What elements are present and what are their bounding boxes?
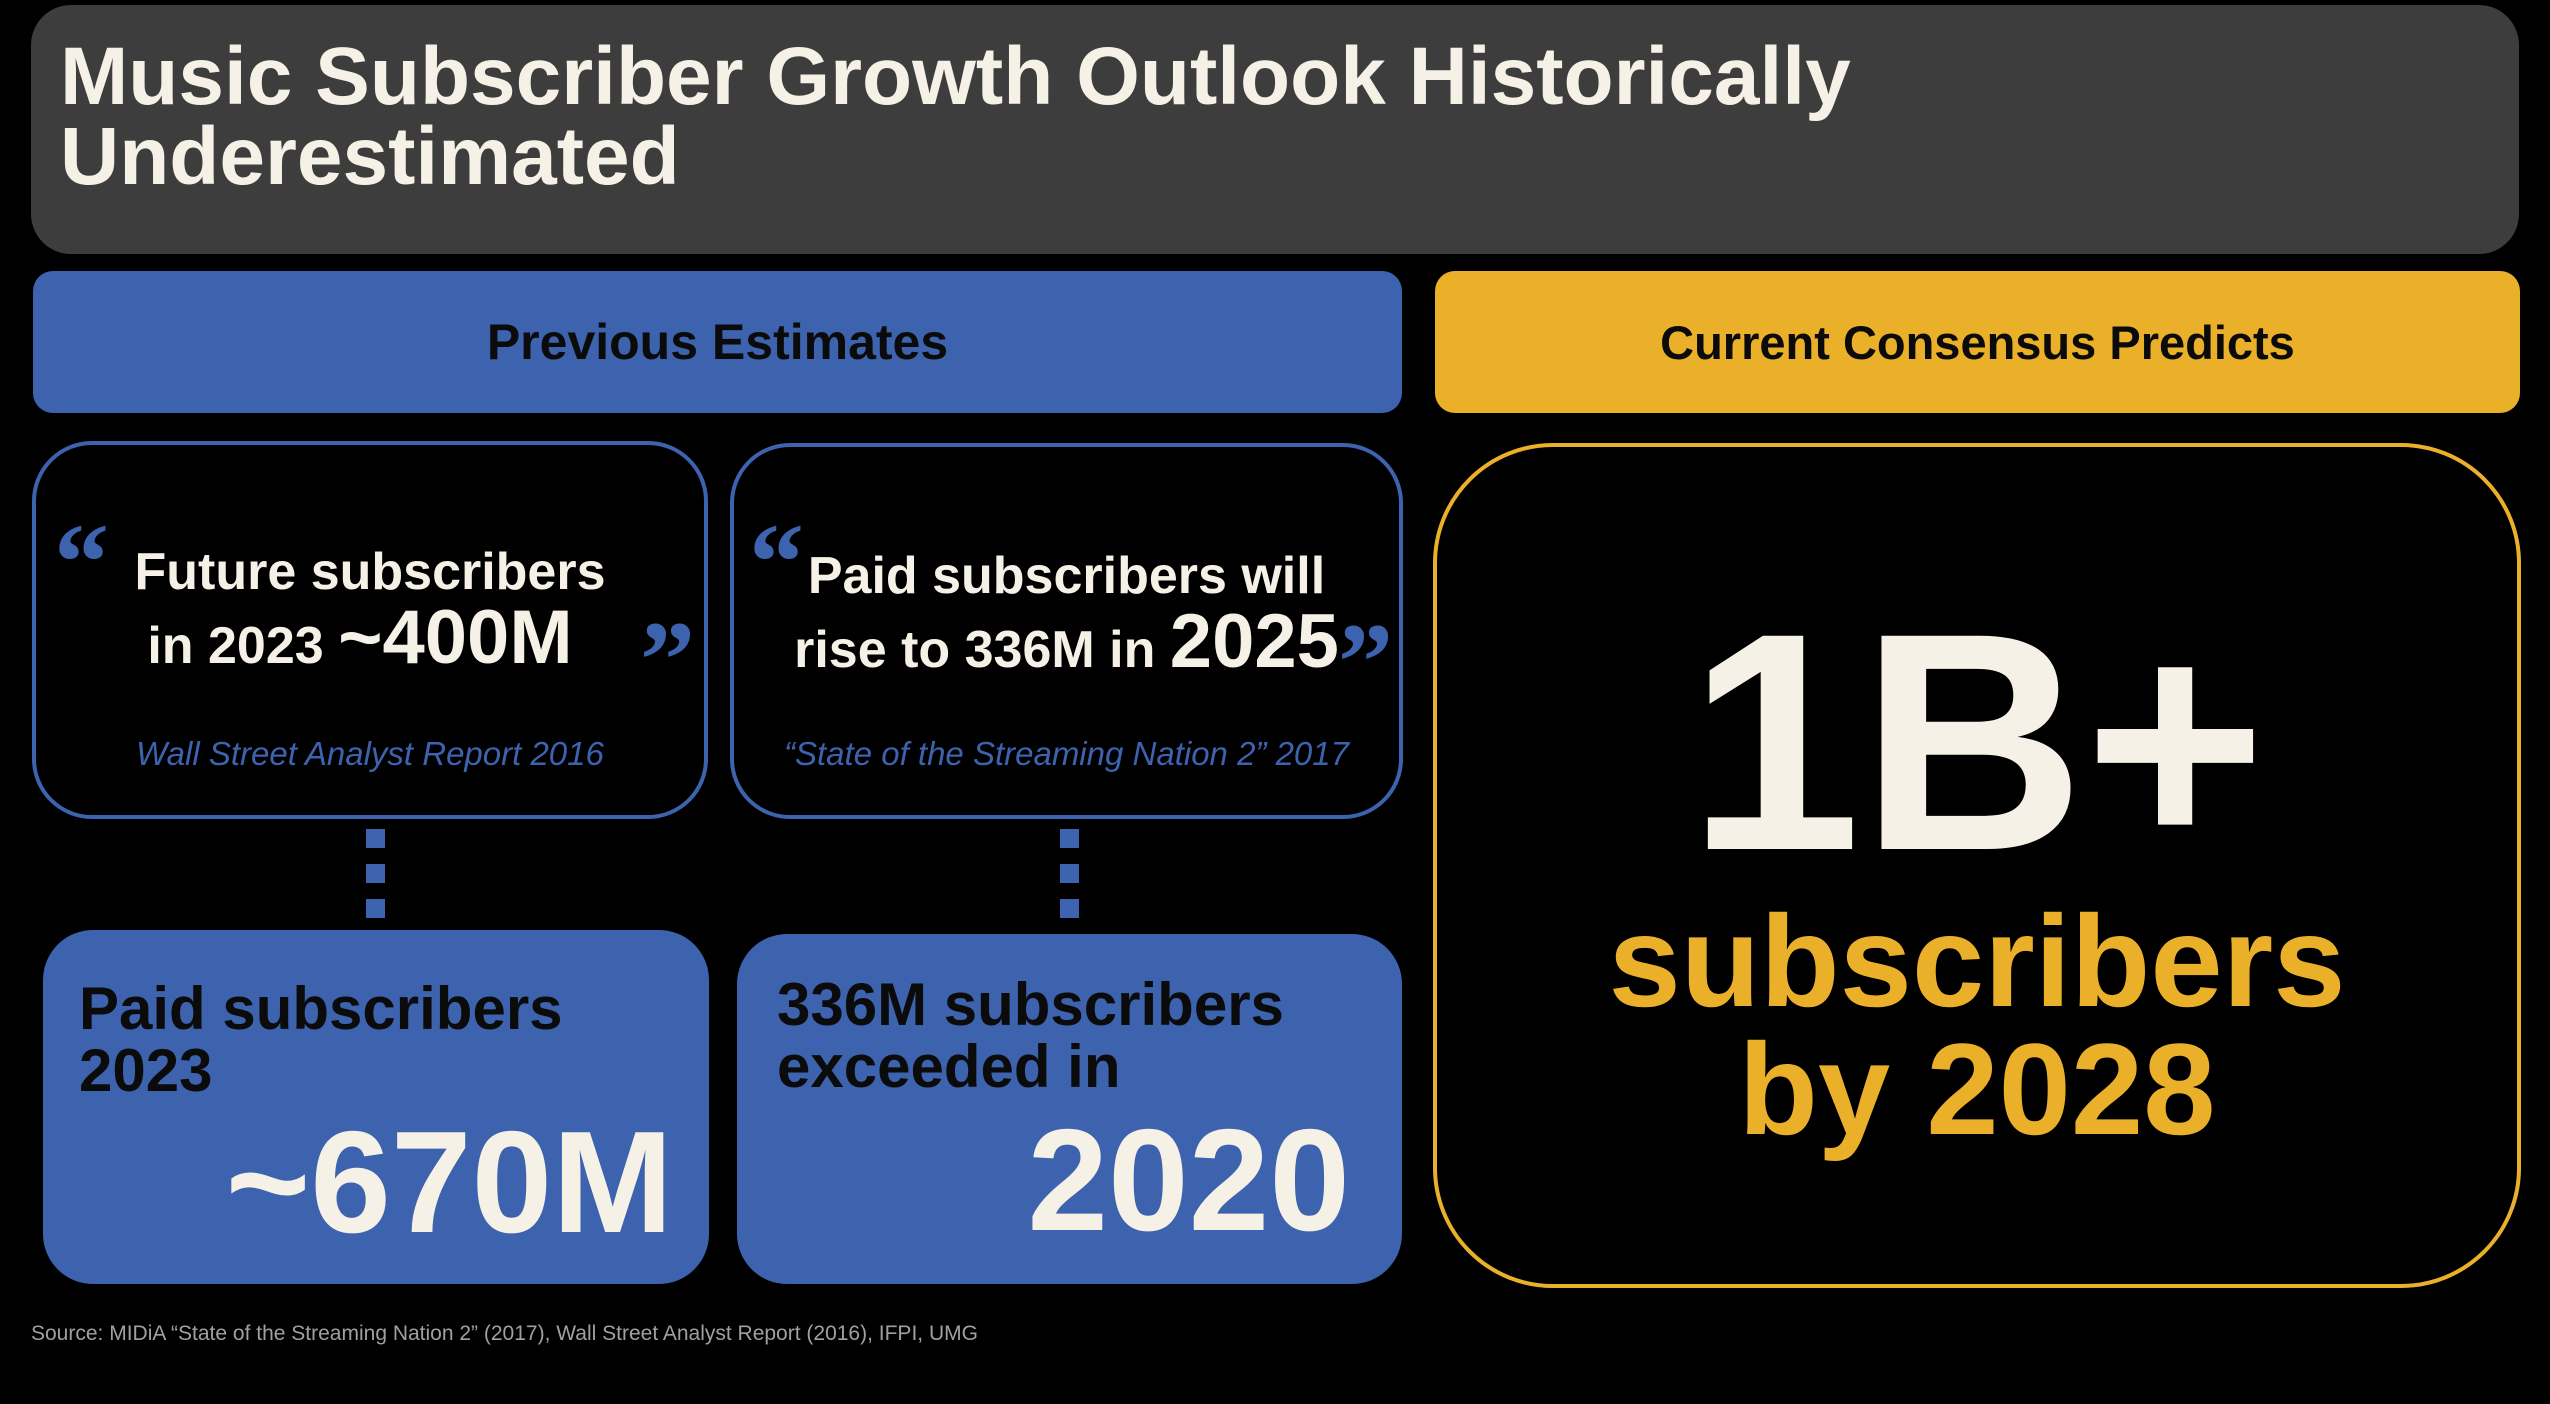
consensus-line-1: subscribers — [1608, 888, 2346, 1034]
result-label: 336M subscribers exceeded in — [777, 974, 1284, 1098]
consensus-box: 1B+ subscribers by 2028 — [1433, 443, 2521, 1288]
quote-box-2016: “ ” Future subscribers in 2023 ~400M Wal… — [32, 441, 708, 819]
open-quote-icon: “ — [54, 501, 109, 623]
quote-line-2: in 2023 ~400M — [16, 600, 704, 679]
consensus-line-2: by 2028 — [1738, 1016, 2216, 1162]
title-line-1: Music Subscriber Growth Outlook Historic… — [60, 31, 1851, 122]
quote-line-2-prefix: rise to 336M in — [794, 621, 1170, 679]
open-quote-icon: “ — [749, 501, 804, 623]
quote-box-2017: “ ” Paid subscribers will rise to 336M i… — [730, 443, 1403, 819]
connector-dot — [366, 899, 385, 918]
close-quote-icon: ” — [640, 599, 695, 721]
connector-dot — [1060, 899, 1079, 918]
close-quote-icon: ” — [1338, 601, 1393, 723]
quote-text: Paid subscribers will rise to 336M in 20… — [734, 543, 1399, 683]
result-label-line-2: exceeded in — [777, 1033, 1121, 1100]
connector-dot — [366, 829, 385, 848]
result-label-line-1: Paid subscribers — [79, 975, 563, 1042]
result-value: 2020 — [1027, 1099, 1350, 1261]
quote-line-1: Future subscribers — [134, 543, 606, 601]
result-label: Paid subscribers 2023 — [79, 978, 563, 1102]
result-box-2020: 336M subscribers exceeded in 2020 — [737, 934, 1402, 1284]
connector-dot — [1060, 829, 1079, 848]
quote-source: Wall Street Analyst Report 2016 — [136, 735, 604, 772]
quote-line-1: Paid subscribers will — [807, 547, 1326, 605]
result-value: ~670M — [225, 1101, 673, 1263]
quote-line-2: rise to 336M in 2025 — [734, 604, 1399, 683]
previous-estimates-header: Previous Estimates — [33, 271, 1402, 413]
quote-text: Future subscribers in 2023 ~400M — [36, 539, 704, 679]
connector-dot — [1060, 864, 1079, 883]
quote-highlight-value: ~400M — [338, 595, 573, 680]
consensus-subtext: subscribers by 2028 — [1437, 888, 2517, 1162]
page-title: Music Subscriber Growth Outlook Historic… — [60, 31, 2060, 202]
quote-source: “State of the Streaming Nation 2” 2017 — [784, 735, 1349, 772]
title-line-2: Underestimated — [60, 111, 680, 202]
source-note: Source: MIDiA “State of the Streaming Na… — [31, 1322, 978, 1345]
quote-line-2-prefix: in 2023 — [147, 617, 339, 675]
connector-dot — [366, 864, 385, 883]
consensus-value: 1B+ — [1688, 568, 2266, 915]
quote-highlight-value: 2025 — [1169, 599, 1339, 684]
title-bar: Music Subscriber Growth Outlook Historic… — [31, 5, 2519, 254]
result-label-line-2: 2023 — [79, 1037, 213, 1104]
current-consensus-header: Current Consensus Predicts — [1435, 271, 2520, 413]
result-label-line-1: 336M subscribers — [777, 971, 1284, 1038]
result-box-2023: Paid subscribers 2023 ~670M — [43, 930, 709, 1284]
